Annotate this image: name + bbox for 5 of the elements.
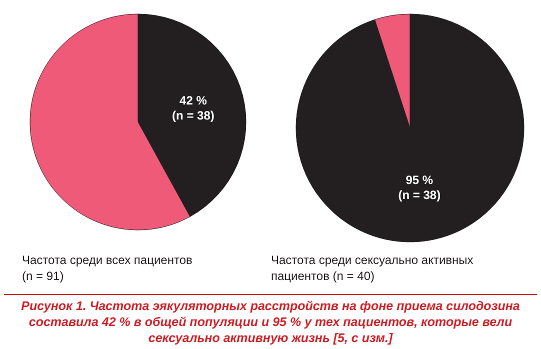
text: Частота среди всех пациентов (n = 91) [22,252,194,284]
data-label: 95 % (n = 38) [398,172,441,202]
data-label: 42 % (n = 38) [172,93,214,122]
text: Частота среди сексуально активных пациентов (n = 40) [271,252,474,284]
text: Рисунок 1. Частота эякуляторных расстройств на фоне приема силодозина составила 42 % в общей популяции и 95 % у тех пациентов, которые вели сексуально активную жизнь [5, с изм.] [4,294,537,346]
